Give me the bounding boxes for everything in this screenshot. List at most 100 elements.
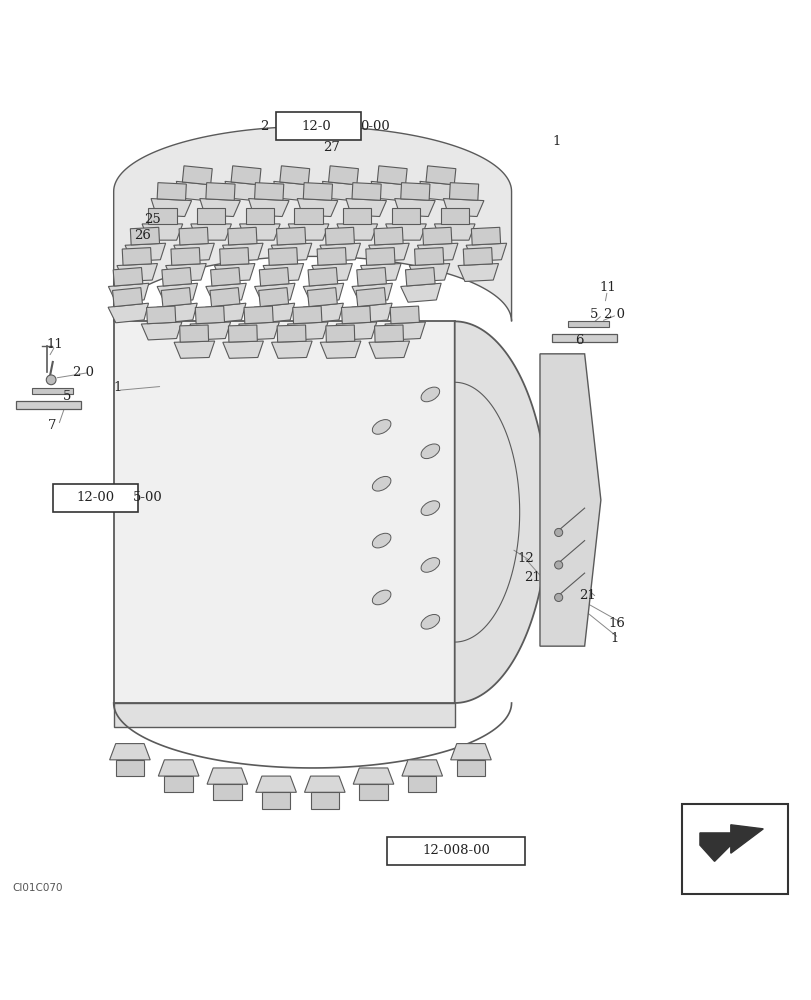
Polygon shape bbox=[450, 744, 491, 760]
Polygon shape bbox=[351, 303, 392, 323]
Ellipse shape bbox=[372, 590, 390, 605]
Polygon shape bbox=[345, 199, 386, 217]
Polygon shape bbox=[407, 776, 436, 792]
Polygon shape bbox=[307, 288, 337, 307]
Polygon shape bbox=[368, 341, 409, 358]
Polygon shape bbox=[551, 334, 616, 342]
Polygon shape bbox=[374, 227, 402, 245]
Polygon shape bbox=[151, 199, 191, 217]
Polygon shape bbox=[238, 322, 279, 340]
Circle shape bbox=[554, 528, 562, 537]
Polygon shape bbox=[466, 243, 506, 261]
Polygon shape bbox=[336, 322, 376, 340]
Polygon shape bbox=[320, 243, 360, 261]
Text: 27: 27 bbox=[323, 141, 339, 154]
Polygon shape bbox=[157, 183, 186, 200]
Polygon shape bbox=[207, 768, 247, 784]
Polygon shape bbox=[245, 208, 274, 224]
Text: 21: 21 bbox=[579, 589, 595, 602]
Polygon shape bbox=[454, 321, 547, 703]
Polygon shape bbox=[371, 181, 411, 201]
Polygon shape bbox=[293, 306, 321, 324]
FancyBboxPatch shape bbox=[681, 804, 787, 894]
Polygon shape bbox=[179, 227, 208, 245]
Polygon shape bbox=[699, 825, 762, 861]
Text: 12: 12 bbox=[517, 552, 534, 565]
Text: 2: 2 bbox=[260, 120, 268, 133]
Polygon shape bbox=[174, 341, 214, 358]
Polygon shape bbox=[271, 341, 311, 358]
Polygon shape bbox=[122, 248, 151, 265]
Polygon shape bbox=[125, 243, 165, 261]
Ellipse shape bbox=[421, 387, 439, 402]
Circle shape bbox=[554, 593, 562, 601]
Polygon shape bbox=[174, 243, 214, 261]
Polygon shape bbox=[182, 166, 212, 185]
Polygon shape bbox=[261, 792, 290, 809]
Polygon shape bbox=[311, 264, 352, 281]
Polygon shape bbox=[457, 264, 498, 281]
Polygon shape bbox=[273, 181, 314, 201]
Ellipse shape bbox=[372, 476, 390, 491]
Polygon shape bbox=[434, 224, 474, 240]
Text: 5: 5 bbox=[63, 390, 71, 403]
Polygon shape bbox=[113, 288, 142, 307]
Polygon shape bbox=[351, 283, 392, 302]
Polygon shape bbox=[539, 354, 600, 646]
Polygon shape bbox=[196, 208, 225, 224]
Polygon shape bbox=[244, 306, 272, 324]
Polygon shape bbox=[142, 224, 182, 240]
Polygon shape bbox=[268, 248, 297, 265]
Polygon shape bbox=[353, 768, 393, 784]
Polygon shape bbox=[254, 283, 294, 302]
FancyBboxPatch shape bbox=[387, 837, 525, 865]
Polygon shape bbox=[352, 183, 380, 200]
Polygon shape bbox=[108, 283, 148, 302]
Polygon shape bbox=[303, 303, 343, 323]
Polygon shape bbox=[239, 224, 280, 240]
Polygon shape bbox=[374, 325, 403, 342]
Polygon shape bbox=[222, 341, 263, 358]
Polygon shape bbox=[401, 760, 442, 776]
Ellipse shape bbox=[421, 558, 439, 572]
Polygon shape bbox=[179, 325, 208, 342]
Polygon shape bbox=[171, 248, 200, 265]
Polygon shape bbox=[115, 760, 144, 776]
Polygon shape bbox=[390, 306, 418, 324]
Polygon shape bbox=[400, 283, 440, 302]
Polygon shape bbox=[108, 303, 148, 323]
Polygon shape bbox=[259, 268, 289, 286]
Polygon shape bbox=[328, 166, 358, 185]
Polygon shape bbox=[205, 303, 246, 323]
Polygon shape bbox=[248, 199, 289, 217]
Text: 2 0: 2 0 bbox=[73, 366, 94, 379]
Text: 1: 1 bbox=[610, 632, 618, 645]
Ellipse shape bbox=[421, 501, 439, 515]
Polygon shape bbox=[341, 306, 370, 324]
Polygon shape bbox=[456, 760, 484, 776]
Polygon shape bbox=[210, 288, 239, 307]
Polygon shape bbox=[394, 199, 435, 217]
Polygon shape bbox=[254, 303, 294, 323]
Polygon shape bbox=[220, 248, 248, 265]
Ellipse shape bbox=[372, 533, 390, 548]
Polygon shape bbox=[401, 183, 429, 200]
Text: 25: 25 bbox=[144, 213, 161, 226]
Polygon shape bbox=[164, 776, 192, 792]
Text: 12-008-00: 12-008-00 bbox=[422, 844, 490, 857]
Text: CI01C070: CI01C070 bbox=[12, 883, 62, 893]
Polygon shape bbox=[449, 183, 478, 200]
Polygon shape bbox=[195, 306, 224, 324]
Polygon shape bbox=[148, 208, 177, 224]
Polygon shape bbox=[391, 208, 420, 224]
Polygon shape bbox=[141, 322, 182, 340]
Text: 12-0: 12-0 bbox=[302, 120, 331, 133]
Polygon shape bbox=[443, 199, 483, 217]
Polygon shape bbox=[176, 181, 217, 201]
Polygon shape bbox=[271, 243, 311, 261]
Polygon shape bbox=[158, 760, 199, 776]
Polygon shape bbox=[114, 321, 454, 703]
Polygon shape bbox=[414, 248, 443, 265]
Text: 11: 11 bbox=[599, 281, 615, 294]
Text: 21: 21 bbox=[524, 571, 540, 584]
